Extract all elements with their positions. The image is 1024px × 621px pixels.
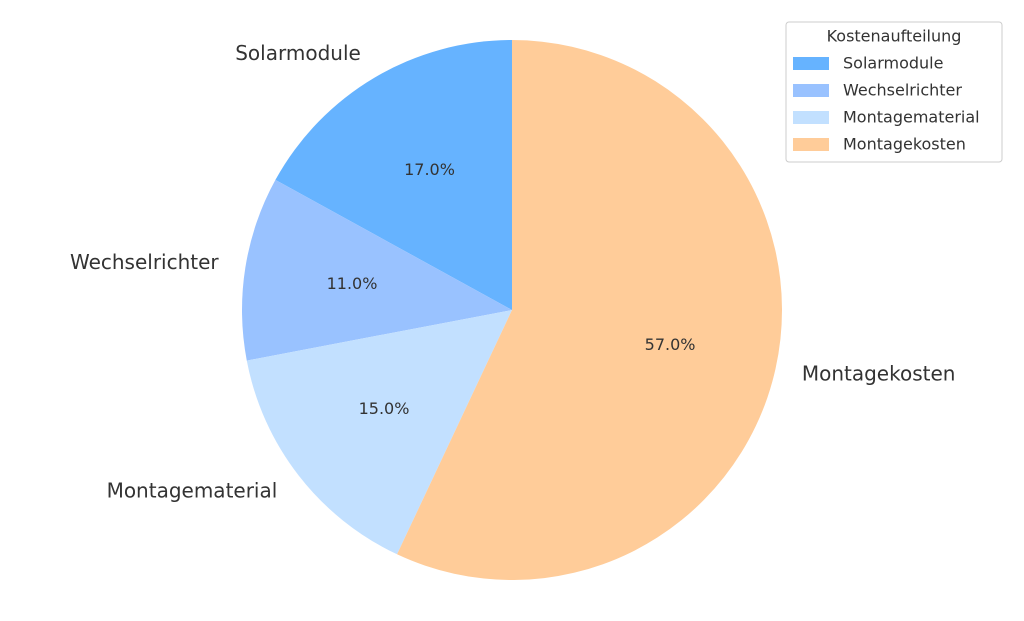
legend-box bbox=[785, 21, 1003, 163]
pie-slice bbox=[397, 40, 783, 580]
slice-label: Solarmodule bbox=[235, 41, 361, 65]
pie-slice bbox=[246, 310, 512, 555]
legend-swatch bbox=[793, 84, 829, 97]
pie-slice bbox=[242, 179, 512, 361]
legend-label: Montagematerial bbox=[843, 108, 980, 127]
legend-label: Solarmodule bbox=[843, 54, 943, 73]
slice-label: Wechselrichter bbox=[70, 250, 219, 274]
legend-swatch bbox=[793, 111, 829, 124]
legend-label: Montagekosten bbox=[843, 135, 966, 154]
slice-label: Montagekosten bbox=[802, 361, 956, 385]
slice-label: Montagematerial bbox=[107, 479, 278, 503]
percent-label: 57.0% bbox=[645, 335, 696, 354]
legend-swatch bbox=[793, 138, 829, 151]
percent-label: 11.0% bbox=[327, 274, 378, 293]
percent-label: 15.0% bbox=[359, 399, 410, 418]
legend-label: Wechselrichter bbox=[843, 81, 962, 100]
legend-swatch bbox=[793, 57, 829, 70]
legend-title: Kostenaufteilung bbox=[827, 27, 962, 46]
percent-label: 17.0% bbox=[404, 160, 455, 179]
pie-slice bbox=[275, 40, 512, 310]
